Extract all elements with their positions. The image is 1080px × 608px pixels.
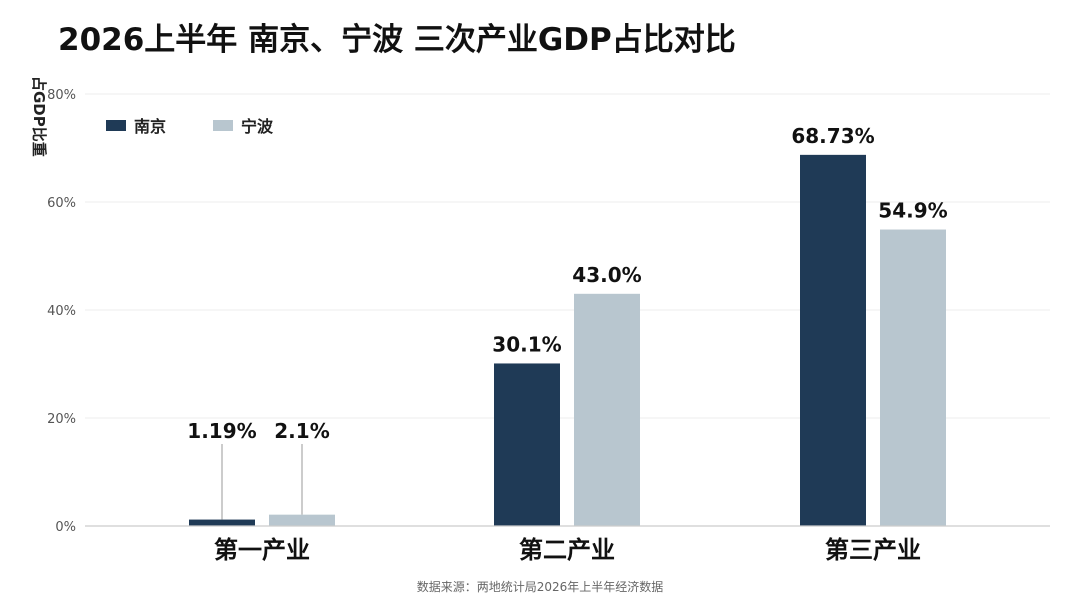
data-label: 30.1%	[492, 332, 561, 356]
bar-ningbo	[269, 514, 335, 526]
category-label: 第一产业	[214, 536, 310, 564]
bar-ningbo	[574, 293, 640, 526]
bar-nanjing	[800, 154, 866, 526]
category-label: 第二产业	[519, 536, 615, 564]
bars	[189, 154, 946, 527]
data-label: 2.1%	[274, 419, 329, 443]
data-label: 1.19%	[187, 419, 256, 443]
y-axis-label: 占GDP比重	[30, 76, 48, 157]
data-label: 68.73%	[791, 124, 874, 148]
y-tick-label: 60%	[47, 196, 76, 211]
y-axis-ticks: 0% 20% 40% 60% 80%	[47, 88, 76, 535]
data-label: 54.9%	[878, 199, 947, 223]
y-tick-label: 40%	[47, 304, 76, 319]
bar-nanjing	[494, 363, 560, 526]
legend: 南京 宁波	[106, 117, 274, 136]
legend-swatch	[213, 120, 233, 131]
data-label: 43.0%	[572, 263, 641, 287]
source-note: 数据来源：两地统计局2026年上半年经济数据	[417, 579, 664, 594]
bar-nanjing	[189, 519, 255, 526]
legend-swatch	[106, 120, 126, 131]
bar-ningbo	[880, 229, 946, 527]
data-labels: 1.19% 2.1% 30.1% 43.0% 68.73% 54.9%	[187, 124, 948, 520]
category-labels: 第一产业 第二产业 第三产业	[214, 536, 921, 564]
y-tick-label: 0%	[55, 520, 76, 535]
y-tick-label: 20%	[47, 412, 76, 427]
category-label: 第三产业	[825, 536, 921, 564]
chart-title: 2026上半年 南京、宁波 三次产业GDP占比对比	[58, 22, 736, 58]
y-tick-label: 80%	[47, 88, 76, 103]
legend-label: 宁波	[241, 117, 274, 136]
legend-label: 南京	[134, 117, 166, 136]
